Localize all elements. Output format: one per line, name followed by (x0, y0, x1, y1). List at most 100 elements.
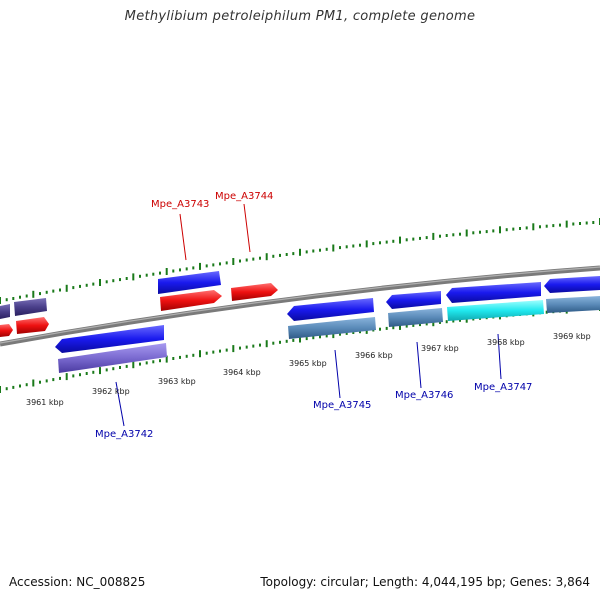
minor-tick (259, 343, 261, 347)
minor-tick (592, 221, 595, 224)
minor-tick (412, 323, 415, 327)
minor-tick (392, 326, 395, 330)
minor-tick (59, 288, 61, 292)
minor-tick (192, 266, 195, 270)
minor-tick (585, 221, 588, 225)
major-tick (565, 220, 568, 228)
minor-tick (292, 252, 295, 256)
minor-tick (319, 335, 321, 339)
feature-steel-Mpe_A3746 (388, 308, 443, 327)
minor-tick (539, 225, 541, 229)
minor-tick (19, 295, 21, 299)
gene-blue-Mpe_A3747[interactable] (446, 282, 541, 303)
minor-tick (172, 269, 175, 273)
scale-label: 3965 kbp (289, 359, 327, 368)
minor-tick (112, 279, 115, 283)
minor-tick (445, 320, 448, 324)
minor-tick (105, 280, 108, 284)
minor-tick (52, 378, 55, 382)
minor-tick (425, 236, 428, 240)
major-tick (132, 273, 135, 281)
major-tick (199, 350, 201, 358)
minor-tick (545, 310, 548, 314)
minor-tick (79, 284, 81, 288)
minor-tick (245, 258, 248, 262)
minor-tick (345, 245, 348, 249)
minor-tick (92, 282, 95, 286)
gene-label-reverse: Mpe_A3746 (395, 390, 453, 401)
gene-blue-Mpe_A3743[interactable] (158, 271, 221, 294)
major-tick (499, 226, 501, 234)
minor-tick (445, 234, 448, 237)
major-tick (232, 258, 235, 265)
feature-dark-left-2 (14, 298, 47, 316)
gene-red-Mpe_A3744[interactable] (231, 283, 278, 301)
minor-tick (179, 355, 181, 359)
minor-tick (52, 289, 55, 293)
minor-tick (452, 233, 455, 237)
feature-dark-left-1 (0, 304, 10, 319)
major-tick (99, 367, 101, 375)
minor-tick (439, 234, 441, 238)
minor-tick (492, 229, 495, 233)
minor-tick (225, 261, 228, 265)
minor-tick (352, 244, 355, 248)
minor-tick (212, 263, 215, 267)
minor-tick (79, 373, 81, 377)
minor-tick (459, 318, 461, 322)
minor-tick (525, 226, 528, 230)
major-tick (99, 279, 101, 286)
scale-labels: 3961 kbp 3962 kbp 3963 kbp 3964 kbp 3965… (26, 332, 591, 407)
major-tick (332, 244, 335, 252)
minor-tick (339, 332, 341, 336)
minor-tick (39, 292, 41, 296)
minor-tick (405, 324, 408, 328)
minor-tick (139, 274, 141, 278)
scale-label: 3966 kbp (355, 351, 393, 360)
minor-tick (105, 368, 108, 372)
scale-label: 3967 kbp (421, 344, 459, 353)
minor-tick (579, 222, 581, 225)
major-tick (465, 229, 468, 237)
minor-tick (485, 230, 488, 234)
minor-tick (279, 340, 281, 344)
minor-tick (439, 320, 441, 324)
minor-tick (12, 297, 15, 300)
major-tick (265, 253, 268, 261)
minor-tick (312, 336, 315, 340)
gene-blue-right-edge[interactable] (544, 276, 600, 293)
minor-tick (92, 370, 95, 374)
minor-tick (19, 384, 21, 388)
minor-tick (559, 223, 561, 227)
minor-tick (385, 240, 388, 244)
scale-label: 3962 kbp (92, 387, 130, 396)
minor-tick (12, 385, 15, 389)
gene-blue-Mpe_A3742[interactable] (55, 325, 164, 353)
minor-tick (479, 230, 481, 234)
minor-tick (372, 242, 375, 246)
minor-tick (352, 331, 355, 334)
minor-tick (312, 249, 315, 253)
topology-summary: Topology: circular; Length: 4,044,195 bp… (260, 575, 590, 589)
minor-tick (452, 319, 455, 323)
gene-blue-Mpe_A3745[interactable] (287, 298, 374, 321)
gene-red-Mpe_A3743[interactable] (160, 290, 222, 311)
upper-tick-track (0, 218, 600, 304)
major-tick (232, 345, 235, 353)
major-tick (165, 268, 168, 275)
minor-tick (239, 259, 241, 263)
minor-tick (125, 364, 128, 368)
gene-blue-Mpe_A3746[interactable] (386, 291, 441, 309)
genome-backbone-highlight (0, 266, 600, 344)
minor-tick (385, 326, 388, 330)
minor-tick (139, 362, 141, 366)
minor-tick (272, 254, 275, 258)
feature-cyan-Mpe_A3747 (447, 300, 544, 321)
gene-label-forward: Mpe_A3743 (151, 199, 209, 210)
major-tick (65, 373, 68, 381)
minor-tick (419, 323, 421, 327)
minor-tick (379, 327, 381, 331)
minor-tick (345, 331, 348, 335)
minor-tick (212, 350, 215, 354)
minor-tick (512, 227, 515, 231)
